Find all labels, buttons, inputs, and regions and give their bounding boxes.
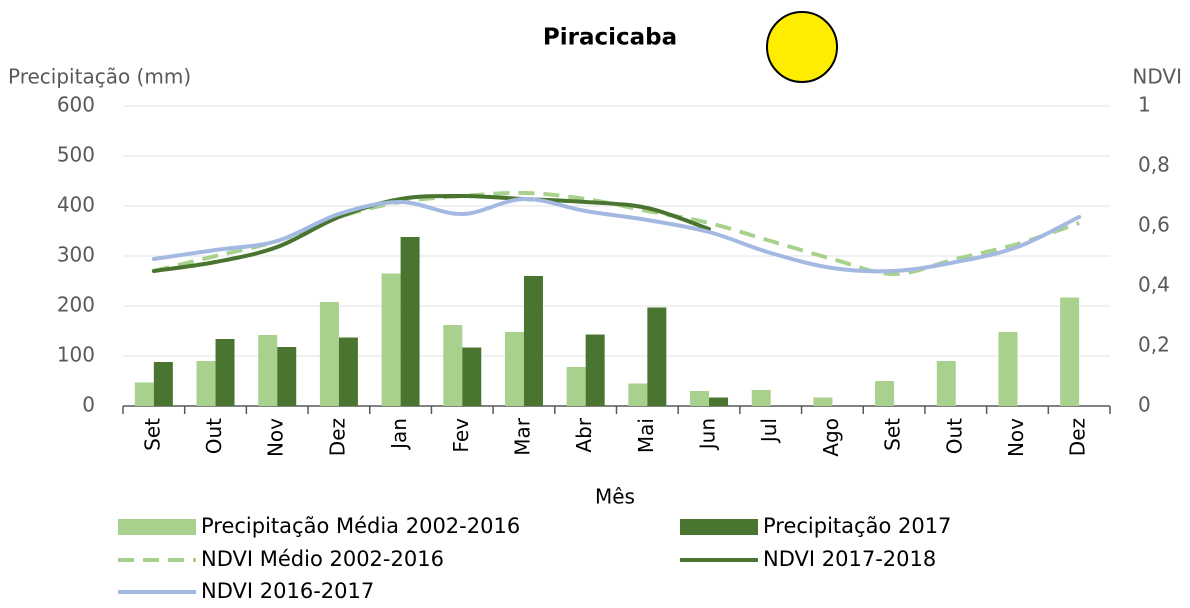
legend-label: NDVI 2016-2017: [201, 579, 374, 603]
x-tick-label: Jun: [696, 418, 720, 451]
x-tick-label: Out: [942, 418, 966, 454]
bar: [813, 397, 833, 406]
x-tick-label: Fev: [449, 418, 473, 453]
bar: [443, 325, 463, 406]
bar: [196, 361, 216, 406]
y2-axis-title: NDVI: [1132, 65, 1182, 89]
line: [151, 196, 1082, 274]
bar: [936, 361, 956, 406]
bar: [585, 334, 605, 406]
x-tick-label: Mai: [634, 418, 658, 453]
bar: [400, 237, 420, 406]
bar: [258, 335, 278, 406]
bar: [566, 367, 586, 406]
y2-tick-label: 0,6: [1138, 213, 1170, 237]
x-tick-label: Abr: [572, 417, 596, 452]
bar: [215, 339, 235, 406]
x-tick-label: Ago: [819, 418, 843, 457]
y-tick-label: 100: [57, 343, 95, 367]
x-tick-label: Mar: [510, 417, 534, 456]
y-tick-label: 500: [57, 143, 95, 167]
bar: [338, 337, 358, 406]
y-tick-label: 600: [57, 93, 95, 117]
x-axis-title: Mês: [595, 485, 635, 509]
y2-tick-label: 0,4: [1138, 273, 1170, 297]
legend-swatch: [118, 519, 196, 535]
bar: [319, 302, 339, 406]
line: [151, 193, 712, 273]
y-tick-label: 300: [57, 243, 95, 267]
bar: [998, 332, 1018, 406]
y2-tick-label: 0: [1138, 393, 1151, 417]
bar: [134, 382, 154, 406]
bar: [628, 383, 648, 406]
y2-tick-label: 0,8: [1138, 153, 1170, 177]
bar: [751, 390, 771, 406]
x-tick-label: Jul: [757, 418, 781, 444]
legend-label: Precipitação 2017: [763, 514, 951, 538]
legend-label: NDVI Médio 2002-2016: [201, 547, 444, 571]
bar: [462, 347, 482, 406]
x-tick-label: Set: [140, 418, 164, 451]
x-tick-label: Dez: [1066, 418, 1090, 456]
legend-label: NDVI 2017-2018: [763, 547, 936, 571]
x-tick-label: Dez: [325, 418, 349, 456]
bar: [523, 276, 543, 406]
legend-swatch: [680, 519, 758, 535]
y2-tick-label: 1: [1138, 93, 1151, 117]
y2-tick-label: 0,2: [1138, 333, 1170, 357]
bar: [709, 397, 729, 406]
x-tick-label: Out: [202, 418, 226, 454]
bar: [153, 362, 173, 406]
bar: [277, 347, 297, 406]
x-tick-label: Jan: [387, 418, 411, 451]
bar: [690, 391, 710, 406]
x-tick-label: Nov: [1004, 418, 1028, 457]
y-tick-label: 200: [57, 293, 95, 317]
y-axis-title: Precipitação (mm): [8, 65, 191, 89]
bar: [647, 307, 667, 406]
bar: [875, 381, 895, 406]
y-tick-label: 400: [57, 193, 95, 217]
x-tick-label: Nov: [264, 418, 288, 457]
bar: [1060, 297, 1080, 406]
bar: [504, 332, 524, 406]
y-tick-label: 0: [82, 393, 95, 417]
legend-label: Precipitação Média 2002-2016: [201, 514, 520, 538]
chart-title: Piracicaba: [543, 25, 677, 51]
sun-icon: [766, 11, 838, 83]
x-tick-label: Set: [881, 418, 905, 451]
bar: [381, 273, 401, 406]
